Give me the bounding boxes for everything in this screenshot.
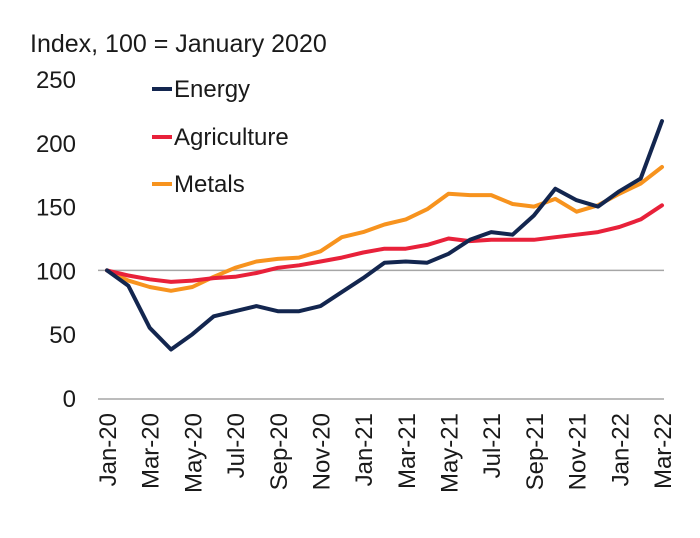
legend-label-energy: Energy: [174, 76, 250, 103]
y-axis-label: Index, 100 = January 2020: [30, 30, 327, 58]
x-tick-label: Jul-20: [223, 413, 250, 478]
x-tick-label: Nov-21: [565, 413, 592, 490]
y-tick-label: 0: [63, 386, 76, 413]
y-tick-label: 50: [49, 322, 76, 349]
series-line-agriculture: [105, 203, 664, 284]
series-line-energy: [105, 119, 664, 352]
x-tick-label: Jan-20: [95, 413, 122, 486]
y-tick-label: 100: [36, 258, 76, 285]
y-tick-label: 150: [36, 195, 76, 222]
x-tick-label: Sep-21: [522, 413, 549, 490]
x-tick-label: May-21: [437, 413, 464, 493]
x-axis: Jan-20 Mar-20 May-20 Jul-20 Sep-20 Nov-20 Jan-…: [95, 398, 677, 493]
x-tick-label: May-20: [180, 413, 207, 493]
x-tick-label: Mar-22: [650, 413, 677, 489]
x-tick-label: Nov-20: [308, 413, 335, 490]
legend: Energy Agriculture Metals: [152, 76, 289, 198]
series-line-metals: [105, 165, 664, 293]
x-tick-label: Mar-20: [138, 413, 165, 489]
x-tick-label: Mar-21: [394, 413, 421, 489]
y-tick-label: 200: [36, 131, 76, 158]
x-tick-label: Sep-20: [266, 413, 293, 490]
legend-label-metals: Metals: [174, 171, 245, 198]
y-axis: 0 50 100 150 200 250: [36, 67, 76, 413]
series-group: [105, 119, 664, 352]
x-tick-label: Jan-22: [607, 413, 634, 486]
x-tick-label: Jul-21: [479, 413, 506, 478]
legend-label-agriculture: Agriculture: [174, 124, 289, 151]
y-tick-label: 250: [36, 67, 76, 94]
x-tick-label: Jan-21: [351, 413, 378, 486]
